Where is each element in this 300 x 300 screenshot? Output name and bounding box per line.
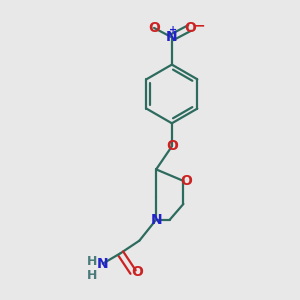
Text: O: O <box>148 21 160 35</box>
Text: H: H <box>87 269 98 282</box>
Text: N: N <box>150 213 162 227</box>
Text: O: O <box>166 139 178 153</box>
Text: N: N <box>166 30 178 44</box>
Text: N: N <box>97 257 109 271</box>
Text: O: O <box>180 174 192 188</box>
Text: −: − <box>193 19 205 33</box>
Text: O: O <box>184 21 196 35</box>
Text: +: + <box>169 25 177 35</box>
Text: O: O <box>131 265 143 279</box>
Text: H: H <box>87 255 98 268</box>
